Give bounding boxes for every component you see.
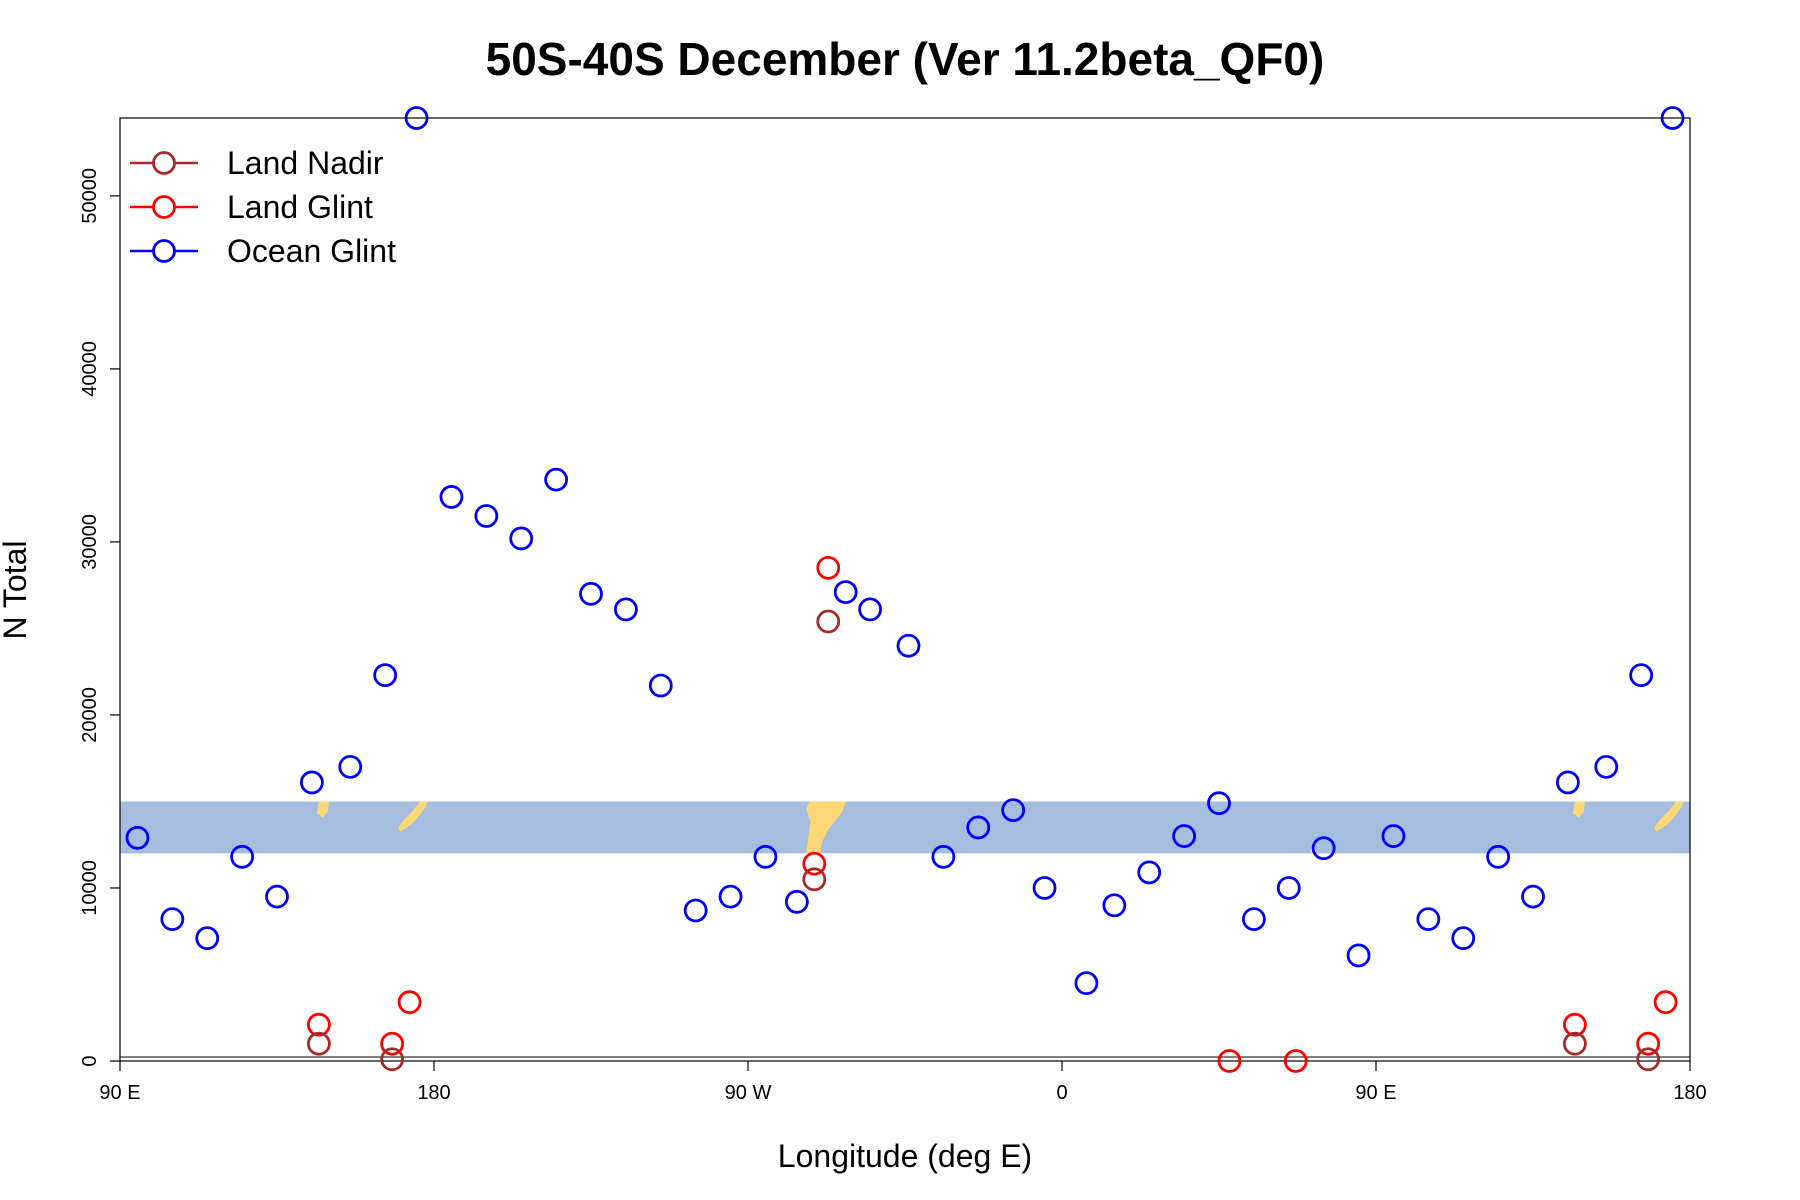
ocean-glint-point	[1629, 663, 1654, 688]
legend: Land Nadir Land Glint Ocean Glint	[130, 145, 396, 269]
ocean-glint-point	[1381, 824, 1406, 848]
legend-marker-land-nadir	[152, 151, 176, 175]
ocean-glint-point	[858, 597, 883, 622]
land-glint-point	[816, 555, 841, 580]
ocean-glint-point	[784, 889, 809, 914]
land-nadir-point	[802, 867, 827, 892]
ocean-glint-point	[1241, 907, 1266, 932]
ocean-glint-point	[833, 580, 858, 604]
land-glint-point	[380, 1031, 405, 1056]
ocean-glint-point	[753, 844, 778, 869]
ocean-glint-point	[509, 526, 534, 551]
ocean-glint-point	[474, 504, 499, 528]
y-tick-label: 10000	[79, 860, 101, 916]
tasmania-land-2	[1572, 801, 1585, 818]
ocean-glint-point	[718, 884, 743, 909]
ocean-glint-point	[299, 770, 324, 795]
ocean-glint-point	[160, 907, 185, 932]
x-tick-label: 180	[1673, 1082, 1706, 1104]
legend-label-land-glint: Land Glint	[227, 189, 373, 225]
y-axis-label: N Total	[0, 540, 33, 639]
ocean-glint-point	[1451, 926, 1476, 951]
latitude-band-fill	[120, 801, 1690, 854]
ocean-glint-point	[1276, 876, 1301, 900]
axes: 90 E 180 90 W 0 90 E 180 0 10000 20000 30000 40000…	[79, 117, 1707, 1104]
x-tick-label: 90 E	[99, 1082, 140, 1104]
data-points	[125, 106, 1685, 1073]
ocean-glint-point	[1660, 106, 1685, 130]
plot-frame	[119, 117, 1691, 1062]
land-glint-point	[1562, 1012, 1587, 1037]
land-nadir-point	[816, 609, 841, 634]
ocean-glint-point	[966, 815, 991, 840]
y-tick-label: 40000	[79, 341, 101, 397]
x-axis-label: Longitude (deg E)	[778, 1138, 1032, 1174]
x-tick-label: 0	[1056, 1082, 1067, 1104]
ocean-glint-point	[1486, 844, 1511, 869]
land-glint-point	[802, 851, 827, 876]
ocean-glint-point	[1346, 943, 1371, 968]
ocean-glint-point	[404, 106, 429, 130]
land-glint-point	[1653, 990, 1678, 1015]
ocean-glint-point	[265, 884, 289, 909]
ocean-glint-point	[896, 633, 921, 658]
land-nadir-point	[1562, 1031, 1587, 1056]
ocean-glint-point	[373, 663, 398, 688]
new-zealand-land-2	[1654, 801, 1685, 832]
tasmania-land-1	[316, 801, 329, 818]
ocean-glint-point	[544, 467, 569, 492]
y-tick-label: 50000	[79, 168, 101, 224]
ocean-glint-point	[1172, 824, 1197, 848]
legend-marker-land-glint	[152, 195, 176, 219]
ocean-glint-point	[338, 754, 363, 779]
ocean-glint-point	[1137, 860, 1162, 885]
x-tick-label: 90 W	[725, 1082, 772, 1104]
land-glint-point	[1636, 1031, 1661, 1056]
land-glint-point	[1217, 1049, 1242, 1073]
chart-title: 50S-40S December (Ver 11.2beta_QF0)	[486, 33, 1325, 85]
y-tick-label: 30000	[79, 514, 101, 570]
land-nadir-point	[380, 1047, 405, 1072]
ocean-glint-point	[579, 581, 603, 606]
ocean-glint-point	[1311, 836, 1336, 861]
legend-marker-ocean-glint	[152, 239, 176, 263]
ocean-glint-point	[1102, 893, 1127, 918]
ocean-glint-point	[931, 844, 956, 869]
ocean-glint-point	[1032, 876, 1057, 900]
land-glint-point	[397, 990, 422, 1015]
y-tick-label: 20000	[79, 687, 101, 743]
ocean-glint-point	[230, 844, 255, 869]
ocean-glint-point	[1001, 798, 1026, 823]
ocean-glint-point	[1521, 884, 1545, 909]
new-zealand-land-1	[398, 801, 429, 832]
land-glint-point	[1283, 1049, 1308, 1073]
ocean-glint-point	[1594, 754, 1619, 779]
land-nadir-point	[1636, 1047, 1661, 1072]
ocean-glint-point	[1074, 971, 1099, 996]
ocean-glint-point	[125, 825, 150, 850]
legend-label-land-nadir: Land Nadir	[227, 145, 384, 181]
land-glint-point	[306, 1012, 331, 1037]
ocean-glint-point	[1555, 770, 1580, 795]
ocean-glint-point	[613, 597, 638, 622]
ocean-glint-point	[439, 485, 464, 509]
x-tick-label: 90 E	[1355, 1082, 1396, 1104]
y-tick-label: 0	[79, 1055, 101, 1066]
ocean-glint-point	[648, 673, 673, 698]
south-america-land	[806, 801, 847, 854]
x-tick-label: 180	[417, 1082, 450, 1104]
ocean-glint-point	[1207, 791, 1231, 816]
land-masses	[316, 801, 1685, 855]
land-nadir-point	[306, 1031, 331, 1056]
legend-label-ocean-glint: Ocean Glint	[227, 233, 396, 269]
ocean-glint-point	[683, 898, 708, 923]
latitude-band	[120, 801, 1690, 854]
ocean-glint-point	[1416, 907, 1441, 932]
ocean-glint-point	[195, 926, 220, 951]
